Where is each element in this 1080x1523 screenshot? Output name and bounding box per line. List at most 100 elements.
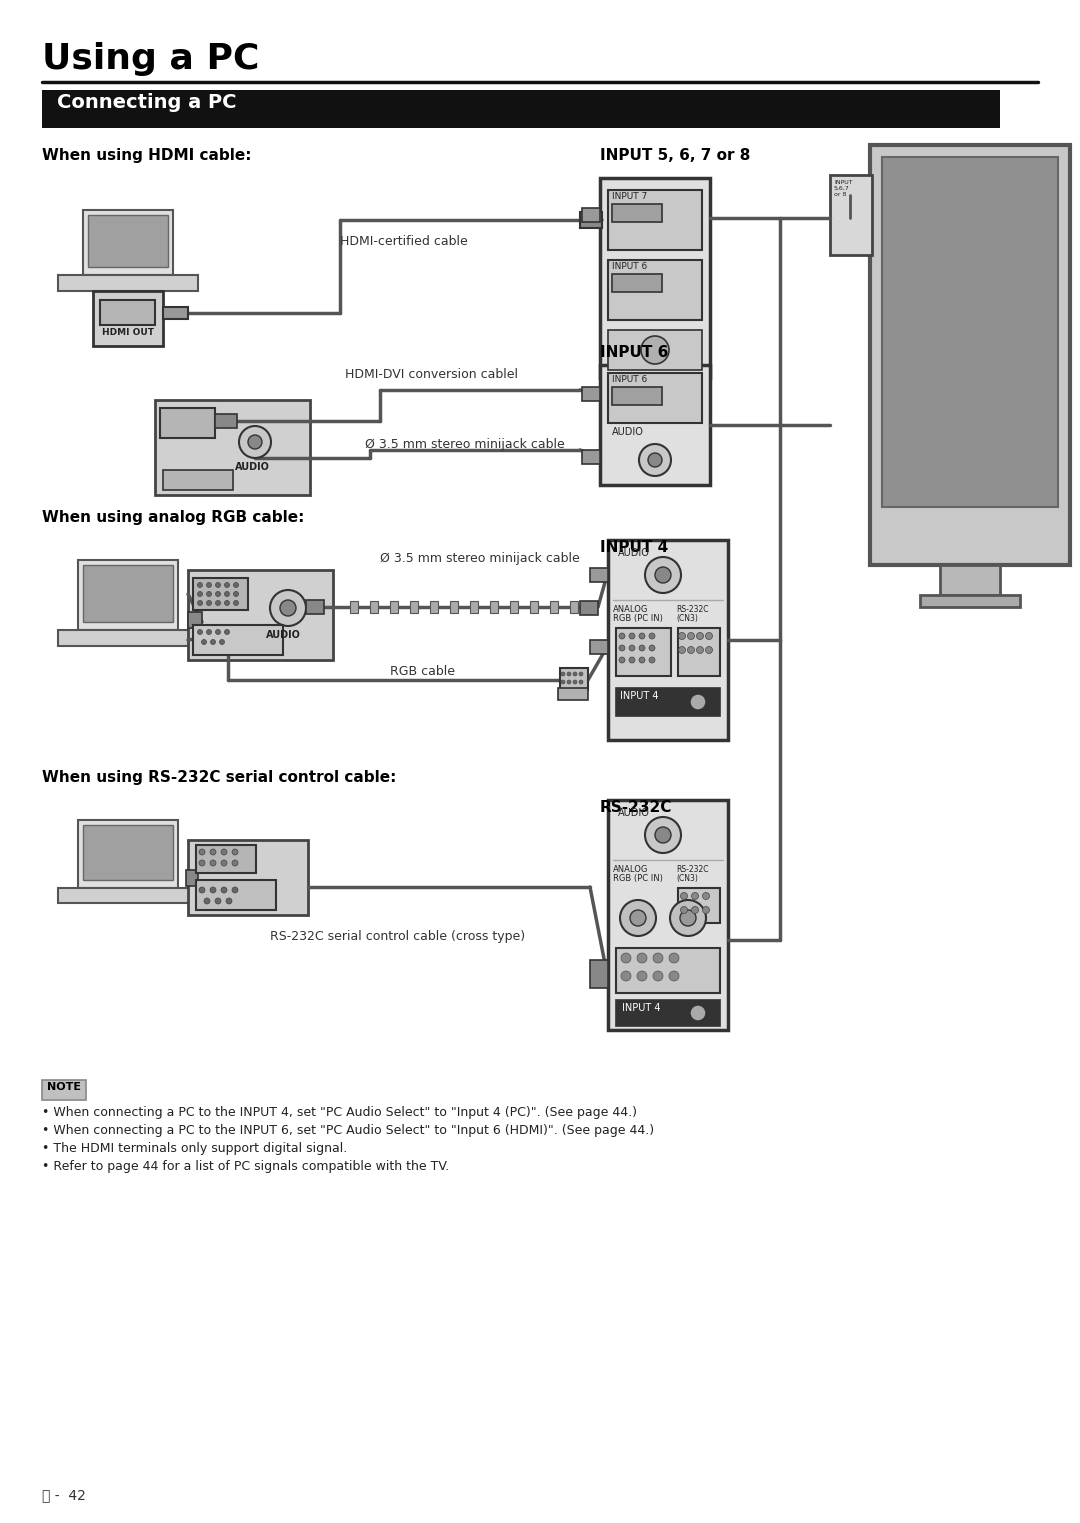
- Bar: [306, 600, 324, 614]
- Bar: [42, 1080, 86, 1100]
- Text: AUDIO: AUDIO: [266, 631, 301, 640]
- Circle shape: [702, 892, 710, 900]
- Text: When using RS-232C serial control cable:: When using RS-232C serial control cable:: [42, 771, 396, 784]
- Bar: [590, 640, 608, 653]
- Circle shape: [248, 436, 262, 449]
- Bar: [612, 387, 662, 405]
- Bar: [410, 602, 418, 612]
- Circle shape: [649, 646, 654, 650]
- Circle shape: [567, 679, 571, 684]
- Text: INPUT 4: INPUT 4: [600, 541, 669, 554]
- Text: INPUT 6: INPUT 6: [612, 375, 647, 384]
- Circle shape: [705, 632, 713, 640]
- Circle shape: [561, 672, 565, 676]
- Text: ANALOG: ANALOG: [613, 865, 648, 874]
- Circle shape: [621, 953, 631, 963]
- Circle shape: [202, 640, 206, 644]
- Circle shape: [211, 640, 216, 644]
- Bar: [193, 624, 283, 655]
- Text: When using HDMI cable:: When using HDMI cable:: [42, 148, 252, 163]
- Circle shape: [210, 860, 216, 867]
- Circle shape: [210, 886, 216, 892]
- Text: RGB cable: RGB cable: [390, 666, 455, 678]
- Bar: [590, 959, 608, 988]
- Circle shape: [198, 600, 203, 606]
- Bar: [616, 688, 720, 716]
- Circle shape: [637, 953, 647, 963]
- Text: HDMI OUT: HDMI OUT: [102, 327, 154, 337]
- Circle shape: [573, 672, 577, 676]
- Bar: [582, 209, 600, 222]
- Circle shape: [654, 827, 671, 844]
- Bar: [608, 373, 702, 423]
- Bar: [390, 602, 399, 612]
- Circle shape: [216, 629, 220, 635]
- Circle shape: [619, 634, 625, 640]
- Bar: [558, 688, 588, 701]
- Circle shape: [645, 816, 681, 853]
- Text: • The HDMI terminals only support digital signal.: • The HDMI terminals only support digita…: [42, 1142, 348, 1154]
- Bar: [188, 612, 202, 627]
- Circle shape: [697, 632, 703, 640]
- Circle shape: [199, 860, 205, 867]
- Circle shape: [688, 632, 694, 640]
- Bar: [582, 449, 600, 465]
- Circle shape: [233, 591, 239, 597]
- Bar: [616, 627, 671, 676]
- Circle shape: [206, 629, 212, 635]
- Text: (CN3): (CN3): [676, 614, 698, 623]
- Circle shape: [653, 953, 663, 963]
- Circle shape: [690, 1005, 706, 1020]
- Text: INPUT 5, 6, 7 or 8: INPUT 5, 6, 7 or 8: [600, 148, 751, 163]
- Bar: [616, 947, 720, 993]
- Circle shape: [567, 672, 571, 676]
- Text: AUDIO: AUDIO: [618, 809, 650, 818]
- Circle shape: [688, 646, 694, 653]
- Circle shape: [579, 672, 583, 676]
- Bar: [42, 90, 1000, 128]
- Text: NOTE: NOTE: [48, 1081, 81, 1092]
- Bar: [163, 308, 188, 318]
- Circle shape: [669, 972, 679, 981]
- Bar: [195, 880, 276, 911]
- Bar: [831, 175, 872, 254]
- Bar: [100, 300, 156, 324]
- Bar: [188, 570, 333, 659]
- Circle shape: [629, 634, 635, 640]
- Circle shape: [680, 892, 688, 900]
- Bar: [600, 366, 710, 484]
- Circle shape: [639, 445, 671, 477]
- Text: Ø 3.5 mm stereo minijack cable: Ø 3.5 mm stereo minijack cable: [365, 439, 565, 451]
- Bar: [430, 602, 438, 612]
- Circle shape: [621, 972, 631, 981]
- Bar: [590, 568, 608, 582]
- Circle shape: [702, 906, 710, 914]
- Bar: [195, 845, 256, 873]
- Bar: [580, 602, 598, 615]
- Bar: [550, 602, 558, 612]
- Circle shape: [206, 591, 212, 597]
- Bar: [156, 401, 310, 495]
- Bar: [93, 291, 163, 346]
- Circle shape: [639, 656, 645, 663]
- Bar: [616, 1001, 720, 1027]
- Circle shape: [697, 646, 703, 653]
- Circle shape: [680, 911, 696, 926]
- Bar: [870, 145, 1070, 565]
- Circle shape: [653, 972, 663, 981]
- Circle shape: [199, 848, 205, 854]
- Circle shape: [648, 452, 662, 468]
- Bar: [608, 260, 702, 320]
- Text: RS-232C: RS-232C: [676, 605, 708, 614]
- Bar: [940, 565, 1000, 595]
- Bar: [612, 204, 662, 222]
- Text: AUDIO: AUDIO: [612, 426, 644, 437]
- Bar: [370, 602, 378, 612]
- Bar: [470, 602, 478, 612]
- Circle shape: [629, 646, 635, 650]
- Circle shape: [225, 600, 229, 606]
- Circle shape: [654, 567, 671, 583]
- Text: • When connecting a PC to the INPUT 6, set "PC Audio Select" to "Input 6 (HDMI)": • When connecting a PC to the INPUT 6, s…: [42, 1124, 654, 1138]
- Circle shape: [206, 582, 212, 588]
- Circle shape: [233, 600, 239, 606]
